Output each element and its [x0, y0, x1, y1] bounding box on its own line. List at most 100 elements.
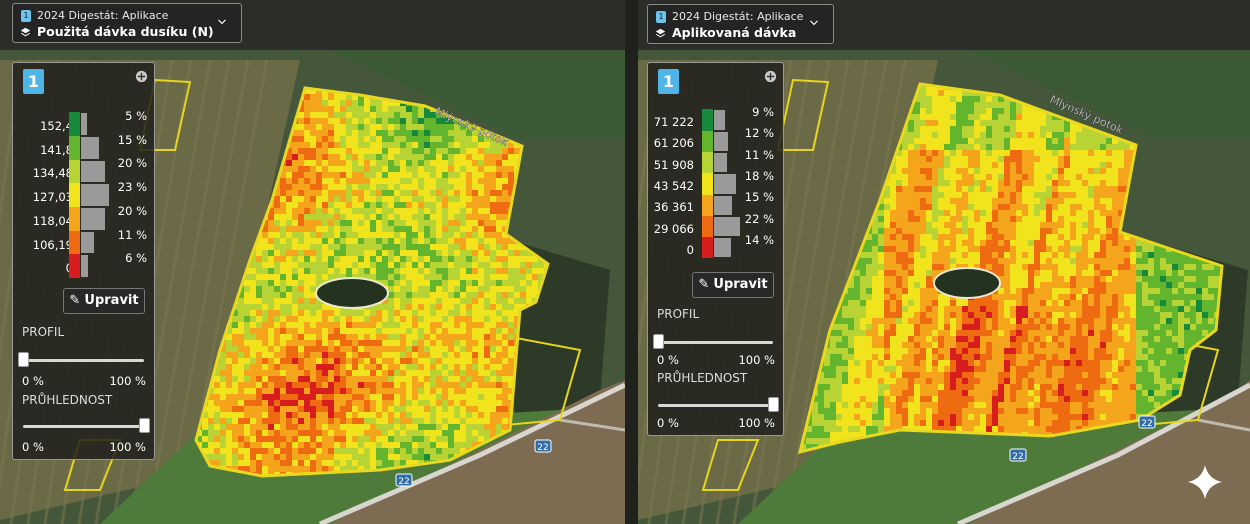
field-cell [262, 238, 268, 244]
field-cell [226, 358, 232, 364]
field-cell [412, 238, 418, 244]
field-cell [460, 298, 466, 304]
field-cell [364, 166, 370, 172]
field-cell [382, 160, 388, 166]
field-cell [436, 406, 442, 412]
field-cell [316, 214, 322, 220]
field-cell [364, 460, 370, 466]
field-cell [268, 280, 274, 286]
field-cell [430, 298, 436, 304]
field-cell [466, 190, 472, 196]
field-cell [250, 430, 256, 436]
field-cell [310, 382, 316, 388]
field-cell [406, 310, 412, 316]
field-cell [472, 214, 478, 220]
field-cell [382, 100, 388, 106]
field-cell [268, 208, 274, 214]
field-cell [992, 156, 998, 162]
field-cell [502, 334, 508, 340]
field-cell [466, 394, 472, 400]
field-cell [938, 120, 944, 126]
field-cell [1052, 114, 1058, 120]
field-cell [280, 310, 286, 316]
field-cell [424, 364, 430, 370]
field-cell [508, 304, 514, 310]
field-cell [502, 250, 508, 256]
field-cell [292, 376, 298, 382]
field-cell [262, 454, 268, 460]
field-cell [496, 142, 502, 148]
field-cell [454, 154, 460, 160]
field-cell [938, 168, 944, 174]
field-cell [1046, 150, 1052, 156]
field-cell [1130, 144, 1136, 150]
field-cell [316, 262, 322, 268]
field-cell [352, 232, 358, 238]
field-cell [346, 112, 352, 118]
field-cell [358, 364, 364, 370]
field-cell [286, 412, 292, 418]
field-cell [436, 442, 442, 448]
field-cell [364, 316, 370, 322]
field-cell [292, 424, 298, 430]
field-cell [304, 106, 310, 112]
field-cell [346, 148, 352, 154]
field-cell [298, 310, 304, 316]
field-cell [238, 382, 244, 388]
field-cell [496, 148, 502, 154]
field-cell [346, 406, 352, 412]
field-cell [226, 436, 232, 442]
field-cell [478, 184, 484, 190]
field-cell [890, 174, 896, 180]
field-cell [292, 400, 298, 406]
field-cell [418, 346, 424, 352]
field-cell [280, 316, 286, 322]
field-cell [268, 418, 274, 424]
field-cell [478, 430, 484, 436]
field-cell [370, 328, 376, 334]
field-cell [998, 156, 1004, 162]
field-cell [322, 100, 328, 106]
field-cell [412, 190, 418, 196]
field-cell [424, 118, 430, 124]
field-cell [268, 460, 274, 466]
field-cell [914, 168, 920, 174]
field-cell [454, 418, 460, 424]
field-cell [352, 322, 358, 328]
field-cell [334, 448, 340, 454]
field-cell [914, 174, 920, 180]
field-cell [466, 418, 472, 424]
field-cell [376, 250, 382, 256]
field-cell [496, 244, 502, 250]
field-cell [316, 118, 322, 124]
field-cell [310, 400, 316, 406]
field-cell [376, 100, 382, 106]
field-cell [400, 118, 406, 124]
field-cell [508, 238, 514, 244]
field-cell [490, 244, 496, 250]
field-cell [496, 196, 502, 202]
field-cell [502, 238, 508, 244]
field-cell [460, 148, 466, 154]
field-cell [1028, 162, 1034, 168]
field-cell [232, 388, 238, 394]
field-cell [310, 334, 316, 340]
field-cell [382, 124, 388, 130]
field-cell [1082, 168, 1088, 174]
field-cell [346, 178, 352, 184]
field-cell [298, 154, 304, 160]
field-cell [992, 144, 998, 150]
field-cell [430, 262, 436, 268]
field-cell [244, 322, 250, 328]
field-cell [328, 406, 334, 412]
field-cell [298, 136, 304, 142]
field-cell [412, 352, 418, 358]
field-cell [478, 268, 484, 274]
field-cell [286, 346, 292, 352]
field-cell [400, 424, 406, 430]
field-cell [460, 178, 466, 184]
field-cell [364, 322, 370, 328]
field-cell [298, 238, 304, 244]
field-cell [460, 244, 466, 250]
field-cell [328, 202, 334, 208]
